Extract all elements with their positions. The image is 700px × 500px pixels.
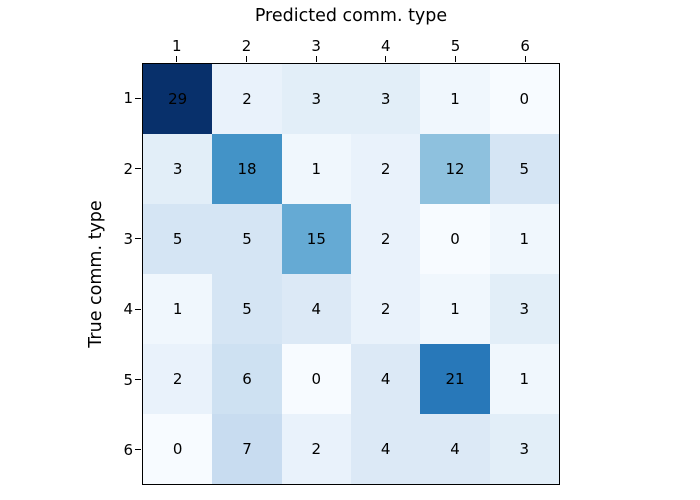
x-tick-label: 3 <box>311 37 321 55</box>
y-tick-mark <box>135 238 141 240</box>
matrix-cell: 15 <box>281 204 351 274</box>
matrix-cell: 5 <box>212 274 282 344</box>
matrix-cell: 4 <box>420 414 490 484</box>
matrix-cell: 2 <box>143 344 213 414</box>
y-tick-mark <box>135 167 141 170</box>
matrix-cell: 2 <box>351 204 421 274</box>
x-tick-mark <box>524 56 526 62</box>
y-axis-title: True comm. type <box>86 200 106 348</box>
matrix-cell: 3 <box>489 274 559 344</box>
x-tick-label: 5 <box>450 37 461 55</box>
matrix-cell: 4 <box>281 274 351 344</box>
y-tick-mark <box>135 308 141 310</box>
y-tick-label: 2 <box>123 159 133 178</box>
matrix-cell: 1 <box>489 204 559 274</box>
matrix-cell: 0 <box>143 414 213 484</box>
x-tick-label: 1 <box>172 37 182 55</box>
matrix-cell: 0 <box>420 204 490 274</box>
x-tick-mark <box>454 56 457 62</box>
matrix-cell: 5 <box>489 134 559 204</box>
x-axis-title: Predicted comm. type <box>254 6 448 26</box>
matrix-cell: 2 <box>351 134 421 204</box>
matrix-cell: 0 <box>489 64 559 134</box>
x-tick-mark <box>315 56 317 62</box>
matrix-cell: 2 <box>351 274 421 344</box>
matrix-cell: 21 <box>420 344 490 414</box>
y-tick-mark <box>135 97 141 99</box>
x-tick-label: 6 <box>520 37 530 55</box>
matrix-cell: 7 <box>212 414 282 484</box>
matrix-cell: 1 <box>489 344 559 414</box>
y-tick-mark <box>135 449 141 451</box>
matrix-cell: 1 <box>281 134 351 204</box>
matrix-cell: 4 <box>351 414 421 484</box>
matrix-cell: 2 <box>281 414 351 484</box>
matrix-cell: 1 <box>143 274 213 344</box>
heatmap-plot-area: 29 2 3 3 1 0 3 18 1 2 12 5 5 5 15 2 0 1 1 5 4 2 1 3 2 6 0 4 21 1 0 7 2 4 4… <box>142 63 560 485</box>
matrix-cell: 3 <box>281 64 351 134</box>
y-tick-label: 1 <box>123 89 133 108</box>
matrix-cell: 12 <box>420 134 490 204</box>
y-tick-label: 5 <box>123 370 133 389</box>
y-tick-label: 4 <box>123 300 133 319</box>
matrix-cell: 4 <box>351 344 421 414</box>
y-tick-mark <box>135 378 141 381</box>
x-tick-mark <box>385 56 387 62</box>
matrix-cell: 2 <box>212 64 282 134</box>
y-tick-label: 3 <box>123 229 133 248</box>
matrix-cell: 5 <box>212 204 282 274</box>
matrix-cell: 29 <box>143 64 213 134</box>
x-tick-mark <box>245 56 248 62</box>
y-tick-label: 6 <box>123 440 133 459</box>
matrix-cell: 3 <box>351 64 421 134</box>
matrix-cell: 5 <box>143 204 213 274</box>
matrix-cell: 3 <box>489 414 559 484</box>
matrix-cell: 3 <box>143 134 213 204</box>
x-tick-label: 2 <box>241 37 252 55</box>
x-tick-mark <box>176 56 178 62</box>
matrix-cell: 6 <box>212 344 282 414</box>
matrix-cell: 0 <box>281 344 351 414</box>
matrix-cell: 18 <box>212 134 282 204</box>
matrix-cell: 1 <box>420 274 490 344</box>
x-tick-label: 4 <box>381 37 391 55</box>
matrix-cell: 1 <box>420 64 490 134</box>
